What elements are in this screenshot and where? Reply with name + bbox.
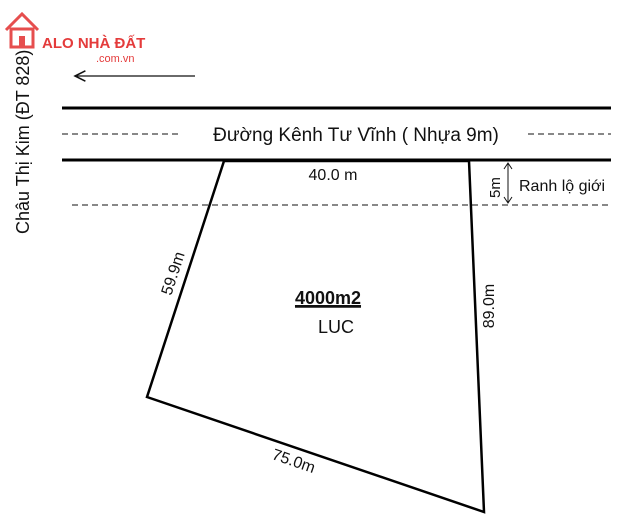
edge-right-length: 89.0m [481,284,498,328]
watermark-brand: ALO NHÀ ĐẤT [42,35,145,52]
lot-boundary [145,159,486,514]
edge-top-length: 40.0 m [309,167,358,184]
watermark-domain: .com.vn [96,53,135,65]
edge-bottom-length: 75.0m [270,446,318,477]
setback-distance-label: 5m [487,177,504,198]
setback-arrow-down-icon [503,196,513,204]
main-road-label: Đường Kênh Tư Vĩnh ( Nhựa 9m) [213,125,499,146]
watermark-logo: ALO NHÀ ĐẤT .com.vn [4,11,145,65]
setback-label: Ranh lộ giới [519,178,605,195]
lot-land-type: LUC [318,317,354,337]
lot-area: 4000m2 [295,288,361,308]
setback-arrow-up-icon [503,162,513,170]
side-road-label: Châu Thị Kim (ĐT 828) [13,50,33,234]
edge-left-length: 59.9m [159,250,189,298]
house-logo-icon [4,11,40,49]
